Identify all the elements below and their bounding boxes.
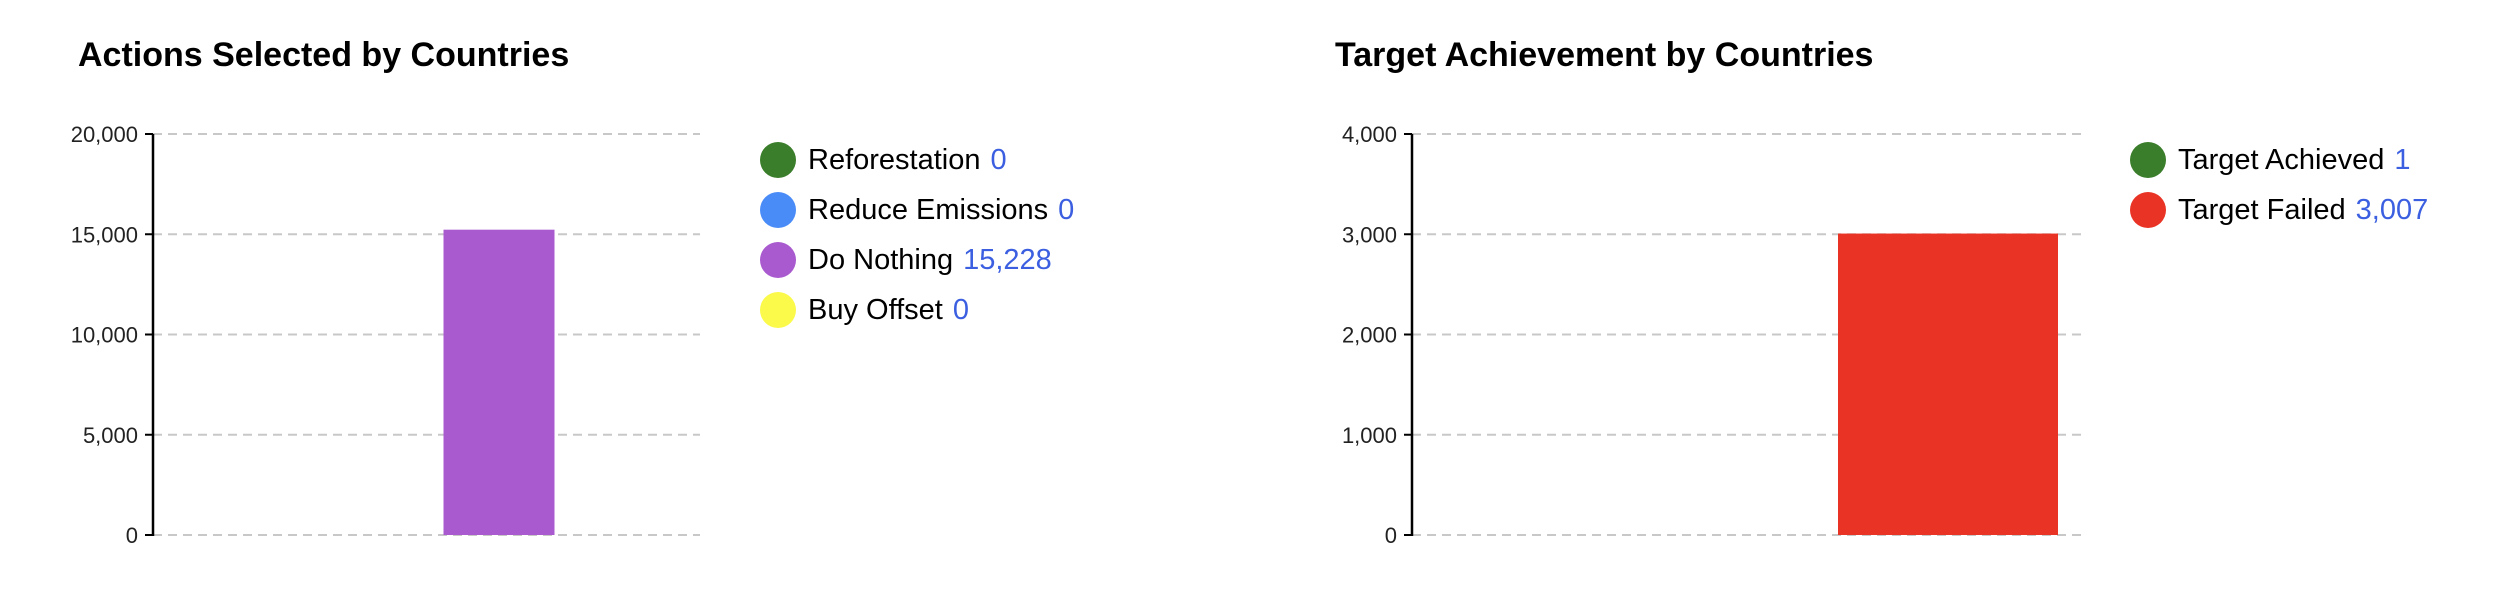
y-tick-label: 15,000 — [71, 222, 138, 247]
chart-title: Actions Selected by Countries — [78, 36, 570, 74]
y-tick-label: 1,000 — [1342, 423, 1397, 448]
targets-bar-chart: 0 1,000 2,000 3,000 4,000 — [1342, 122, 2087, 548]
y-tick-label: 0 — [126, 523, 138, 548]
y-tick-label: 20,000 — [71, 122, 138, 147]
legend-item: Do Nothing 15,228 — [760, 242, 1074, 278]
actions-bar-chart: 0 5,000 10,000 15,000 20,000 — [71, 122, 700, 548]
legend-value: 0 — [952, 293, 970, 326]
y-tick-label: 0 — [1385, 523, 1397, 548]
y-tick-label: 3,000 — [1342, 222, 1397, 247]
legend-value: 0 — [990, 143, 1007, 176]
legend-label: Do Nothing — [808, 243, 954, 276]
y-tick-label: 2,000 — [1342, 323, 1397, 348]
legend-item: Reforestation 0 — [760, 142, 1074, 178]
legend-item: Reduce Emissions 0 — [760, 192, 1074, 228]
bar-do-nothing — [443, 229, 555, 536]
targets-chart-panel: Target Achievement by Countries 0 1,000 2,… — [1257, 0, 2514, 590]
legend-swatch-icon — [760, 242, 796, 278]
legend-label: Buy Offset — [808, 293, 943, 326]
legend-value: 1 — [2394, 143, 2411, 176]
chart-title: Target Achievement by Countries — [1335, 36, 1874, 74]
legend-swatch-icon — [760, 192, 796, 228]
y-tick-label: 10,000 — [71, 323, 138, 348]
actions-legend: Reforestation 0 Reduce Emissions 0 Do Nothin… — [760, 142, 1074, 342]
legend-label: Reforestation — [808, 143, 981, 176]
legend-value: 15,228 — [963, 243, 1052, 276]
legend-label: Target Achieved — [2178, 143, 2385, 176]
legend-swatch-icon — [760, 292, 796, 328]
legend-swatch-icon — [760, 142, 796, 178]
y-tick-label: 4,000 — [1342, 122, 1397, 147]
targets-legend: Target Achieved 1 Target Failed 3,007 — [2130, 142, 2428, 242]
bar-target-failed — [1838, 233, 2058, 535]
legend-swatch-icon — [2130, 142, 2166, 178]
legend-label: Reduce Emissions — [808, 193, 1049, 226]
actions-chart-panel: Actions Selected by Countries 0 5,000 10,0… — [71, 36, 1075, 548]
y-tick-label: 5,000 — [83, 423, 138, 448]
legend-swatch-icon — [2130, 192, 2166, 228]
legend-item: Target Achieved 1 — [2130, 142, 2428, 178]
legend-value: 3,007 — [2355, 193, 2429, 226]
legend-label: Target Failed — [2178, 193, 2346, 226]
legend-item: Buy Offset 0 — [760, 292, 1074, 328]
legend-item: Target Failed 3,007 — [2130, 192, 2428, 228]
legend-value: 0 — [1058, 193, 1075, 226]
